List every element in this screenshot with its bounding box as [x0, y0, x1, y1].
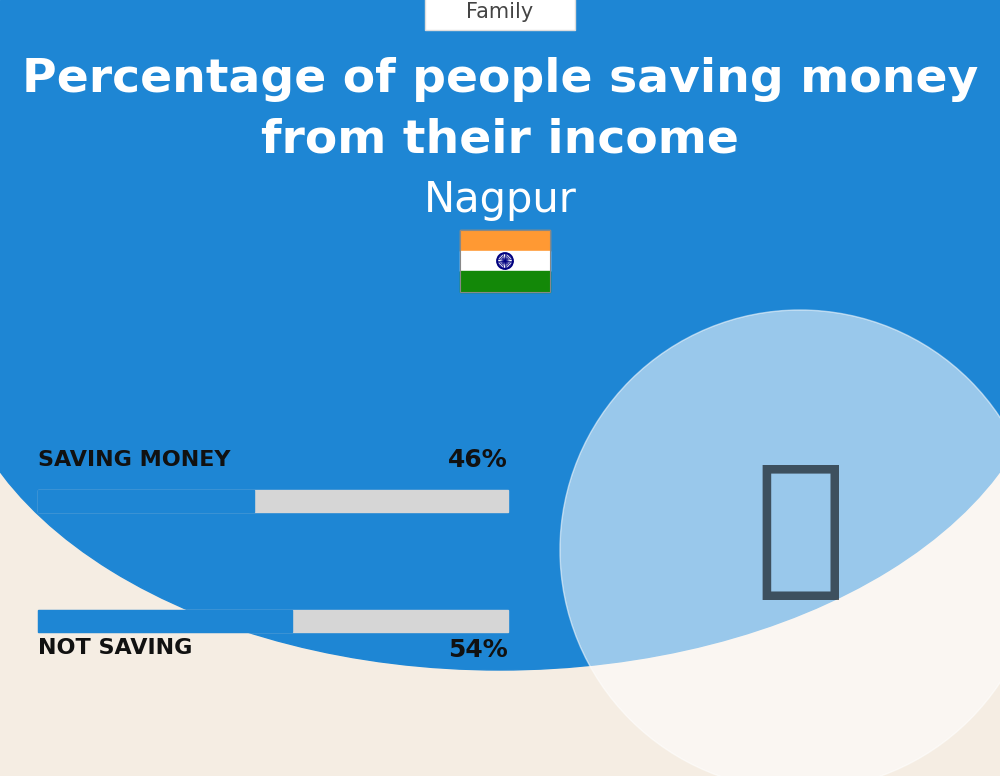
Bar: [460, 230, 550, 251]
Text: Nagpur: Nagpur: [424, 179, 576, 221]
Bar: [38, 490, 508, 512]
FancyBboxPatch shape: [425, 0, 575, 30]
Bar: [460, 230, 550, 292]
Text: Family: Family: [466, 2, 534, 23]
Bar: [0, 0, 1000, 330]
Bar: [38, 610, 292, 632]
Text: SAVING MONEY: SAVING MONEY: [38, 450, 230, 470]
Text: NOT SAVING: NOT SAVING: [38, 638, 192, 658]
Bar: [38, 490, 254, 512]
Ellipse shape: [0, 0, 1000, 670]
Bar: [460, 251, 550, 272]
Text: Percentage of people saving money: Percentage of people saving money: [22, 57, 978, 102]
Text: 54%: 54%: [448, 638, 508, 662]
Bar: [38, 610, 508, 632]
Text: from their income: from their income: [261, 117, 739, 162]
Text: 💰: 💰: [754, 456, 846, 605]
Circle shape: [560, 310, 1000, 776]
Bar: [460, 272, 550, 292]
Text: 46%: 46%: [448, 448, 508, 472]
